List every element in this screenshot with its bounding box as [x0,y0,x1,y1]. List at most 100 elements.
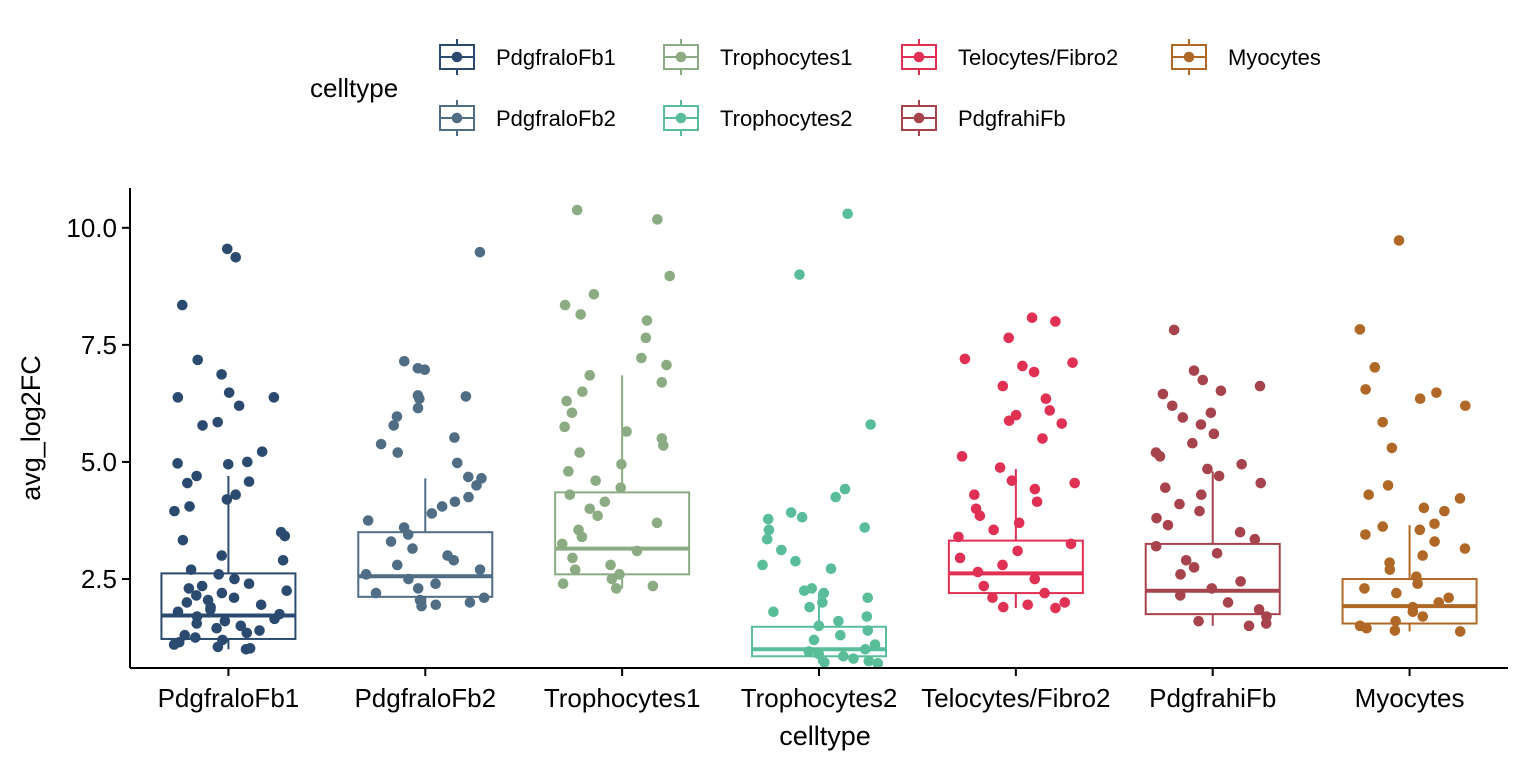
data-point [1037,433,1048,444]
data-point [230,252,242,263]
data-point [808,634,820,646]
data-point [862,592,874,604]
data-point [172,458,183,469]
data-point [576,531,588,543]
data-point [794,269,805,280]
data-point [233,400,245,412]
legend-item: Myocytes [1171,39,1321,75]
data-point [1050,316,1061,327]
data-point [588,289,600,300]
data-point [254,625,265,636]
data-point [370,587,382,599]
data-point [241,627,253,639]
data-point [621,426,632,437]
data-point [1205,407,1217,419]
data-point [191,618,203,629]
data-point [1360,384,1371,395]
data-point [1236,458,1248,470]
x-tick-label: Trophocytes2 [741,683,898,713]
data-point [1174,498,1185,510]
data-point [969,489,980,501]
data-point [1390,615,1401,627]
data-point [1389,625,1401,636]
series-6 [1144,324,1281,632]
data-point [213,569,225,580]
data-point [825,563,837,575]
data-point [1012,545,1023,557]
data-point [590,475,601,486]
data-point [651,517,663,529]
data-point [398,355,410,367]
data-point [1150,540,1162,552]
data-point [584,503,596,515]
data-point [606,573,618,585]
data-point [1243,620,1255,632]
x-axis-title: celltype [779,721,871,751]
data-point [242,456,253,468]
legend-key-point [1183,51,1195,63]
data-point [1454,493,1466,504]
data-point [1260,618,1272,629]
data-point [419,364,431,375]
data-point [219,615,231,627]
data-point [1050,602,1061,614]
data-point [1382,480,1394,491]
data-point [1215,385,1227,397]
data-point [1157,388,1169,400]
data-point [240,643,252,655]
y-tick-label: 10.0 [66,213,117,243]
data-point [1414,393,1426,405]
data-point [243,476,255,487]
data-point [768,606,779,618]
data-point [974,510,986,522]
data-point [1222,597,1234,608]
series-7 [1341,235,1478,637]
data-point [599,496,611,508]
data-point [1026,312,1038,324]
data-point [1443,592,1455,604]
data-point [641,315,653,326]
legend-item: PdgfrahiFb [901,100,1066,136]
data-point [761,533,773,545]
data-point [191,590,202,601]
series-4 [751,208,887,669]
data-point [176,299,188,311]
data-point [1196,489,1207,501]
data-point [184,501,195,512]
data-point [1363,489,1374,501]
y-tick-label: 7.5 [81,330,117,360]
data-point [998,601,1009,613]
data-point [189,632,201,643]
series-3 [554,204,691,594]
data-point [1006,475,1018,486]
data-point [1151,512,1162,524]
data-point [1028,366,1040,378]
x-tick-label: PdgfraloFb2 [354,683,496,713]
data-point [848,653,859,664]
data-point [471,480,482,491]
data-point [474,564,486,575]
data-point [1197,374,1209,386]
data-point [658,440,669,451]
data-point [813,648,825,660]
data-point [449,432,460,443]
data-point [869,639,881,650]
data-point [196,580,208,592]
data-point [211,622,222,634]
data-point [1255,477,1267,489]
data-point [1211,547,1223,559]
data-point [1377,521,1389,532]
data-point [1175,590,1186,601]
data-point [1175,569,1186,580]
data-point [1454,626,1466,637]
data-point [464,597,476,608]
data-point [1040,393,1052,405]
data-point [1407,606,1419,618]
box [1341,578,1478,625]
data-point [1162,519,1174,531]
data-point [463,491,474,503]
data-point [835,629,846,641]
data-point [563,466,574,477]
data-point [859,522,871,533]
